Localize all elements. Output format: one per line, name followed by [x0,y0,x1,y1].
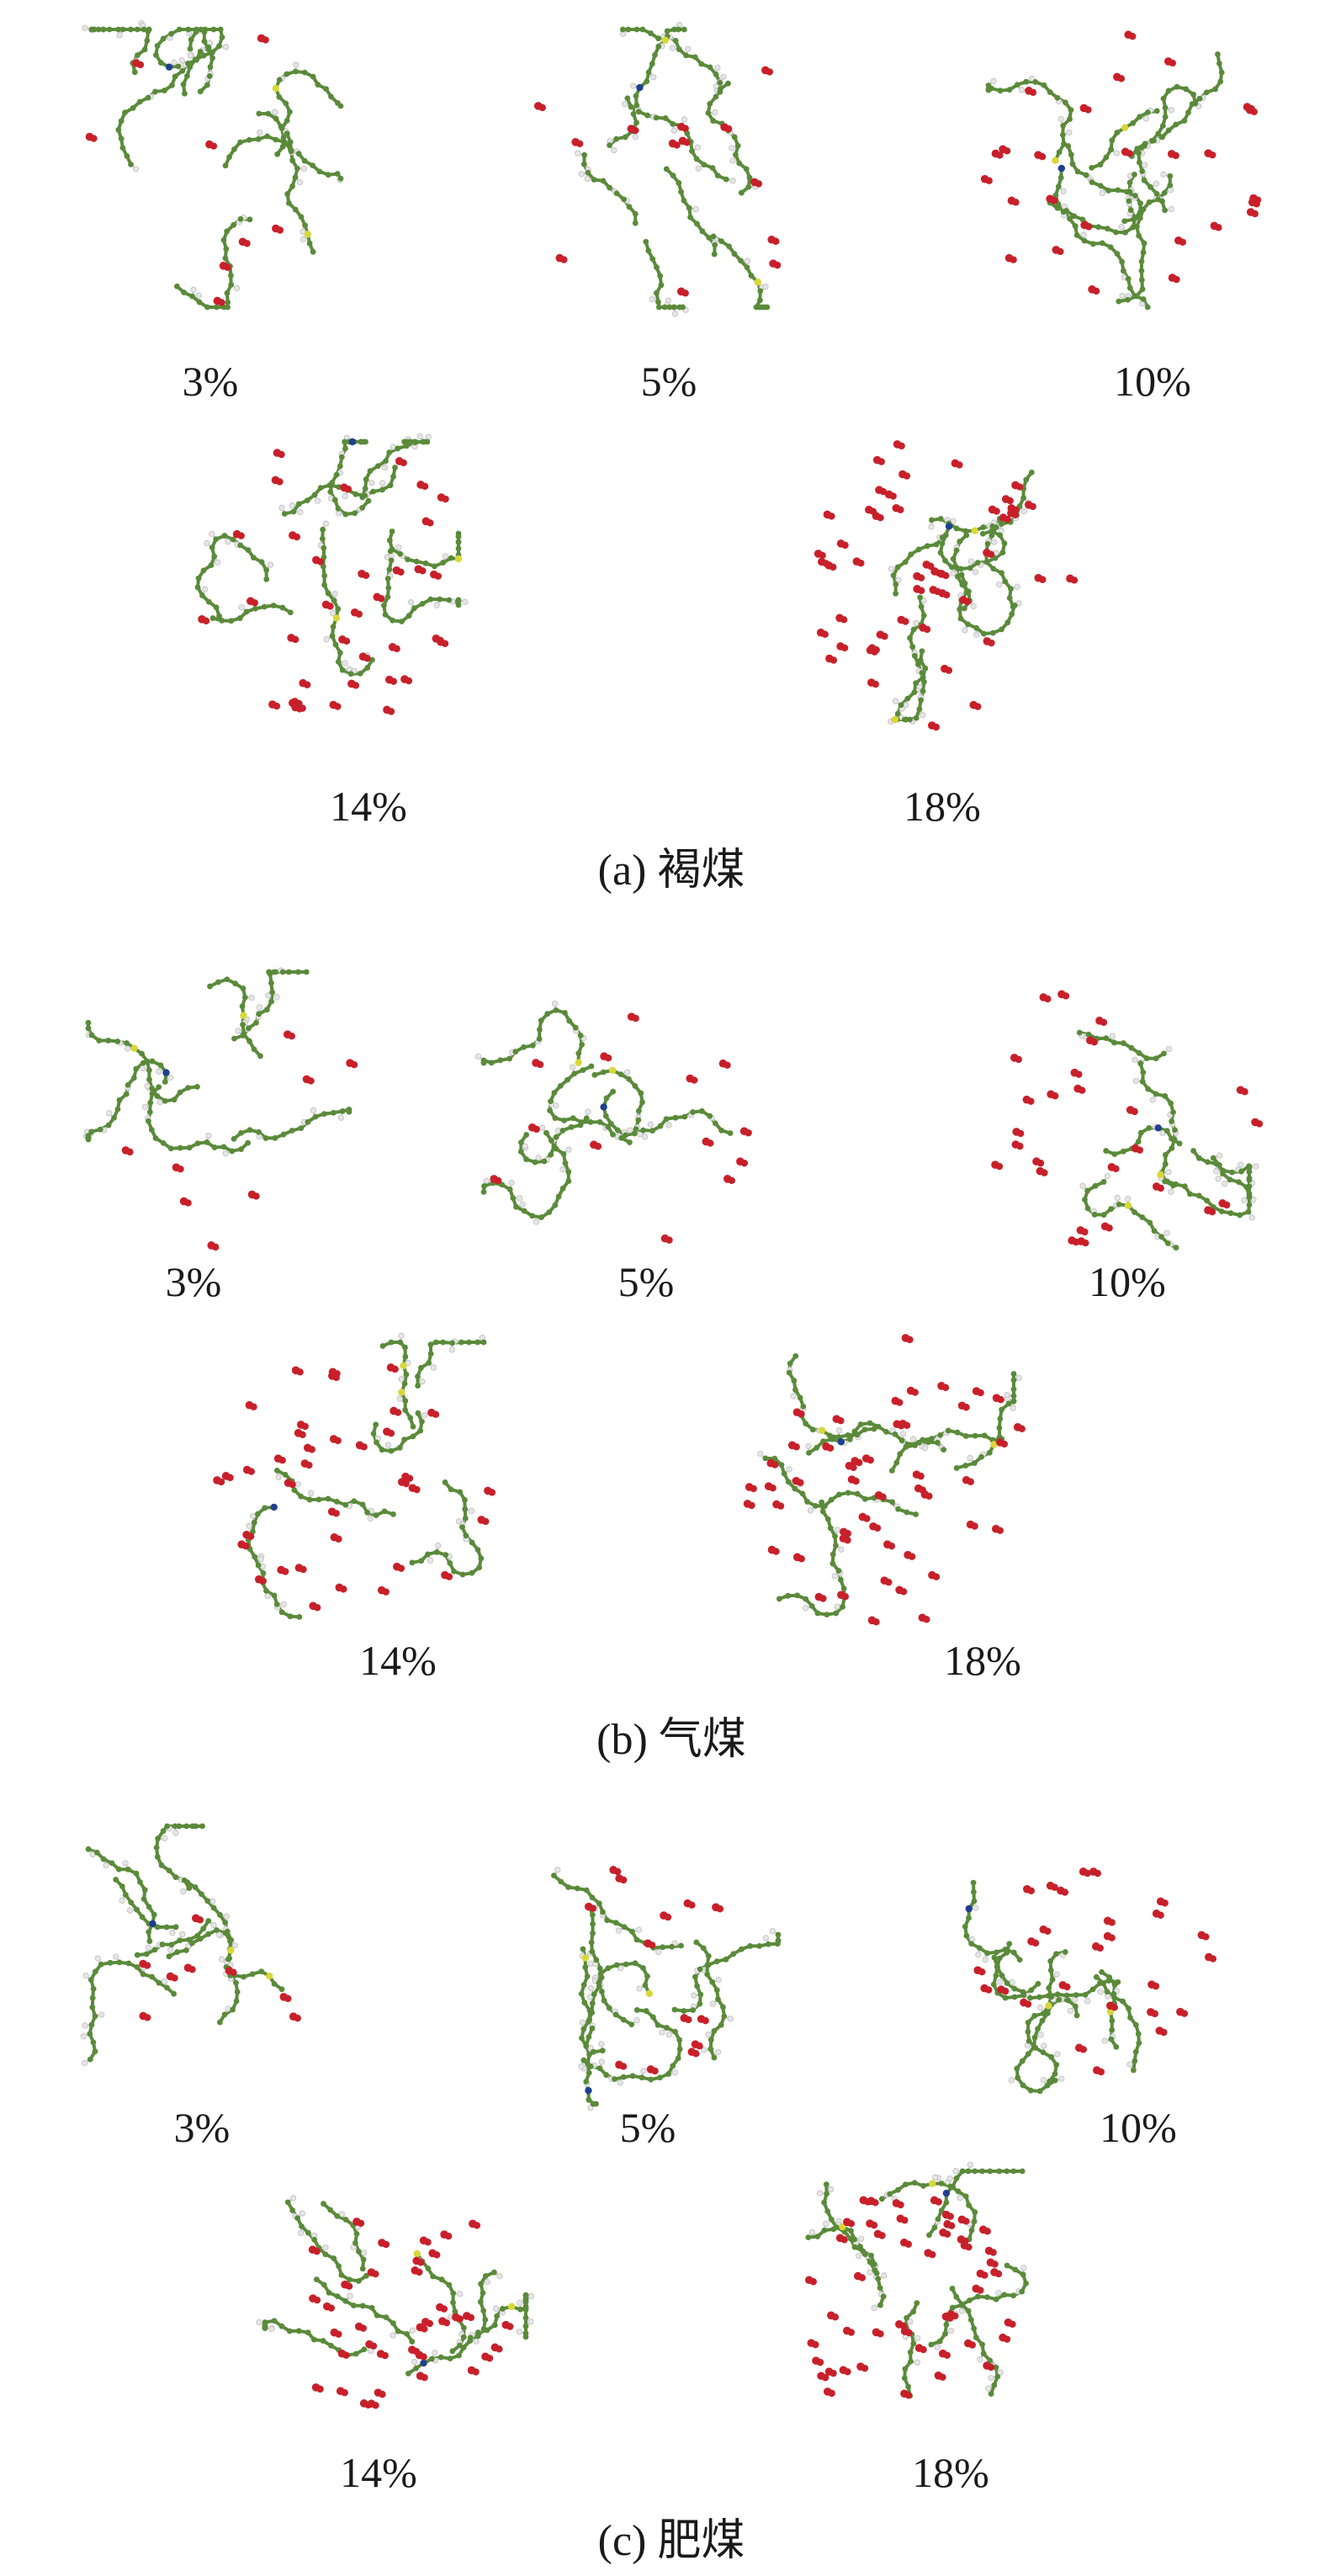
label-b-18: 18% [944,1637,1021,1684]
label-c-14: 14% [340,2449,417,2496]
molecule-b-18 [740,1330,1026,1633]
label-c-5: 5% [619,2104,676,2151]
label-b-14: 14% [359,1637,437,1684]
panel-b: 3% 5% 10% 14% 18% (b) 气煤 [0,926,1325,1767]
molecule-c-14 [252,2159,538,2462]
label-a-5: 5% [640,358,697,405]
molecule-a-10 [976,17,1262,320]
molecule-model-c-14 [256,2195,535,2409]
label-a-3: 3% [182,358,239,405]
molecule-model-c-10 [962,1867,1217,2095]
label-a-10: 10% [1114,358,1191,405]
molecule-a-5 [522,17,808,320]
caption-a: (a) 褐煤 [597,847,745,895]
molecule-a-3 [67,17,353,320]
molecule-a-14 [185,429,471,732]
molecule-model-b-18 [743,1334,1026,1626]
molecule-model-a-3 [82,20,344,311]
molecule-model-c-5 [551,1866,782,2111]
label-b-10: 10% [1089,1258,1166,1305]
molecule-model-b-14 [213,1332,496,1620]
panel-a: 3% 5% 10% 14% 18% (a) 褐煤 [0,0,1325,909]
caption-c: (c) 肥煤 [597,2517,745,2565]
label-a-14: 14% [330,783,407,830]
label-b-3: 3% [165,1258,222,1305]
molecule-model-a-18 [814,440,1079,731]
label-a-18: 18% [904,783,981,830]
molecule-c-3 [76,1814,362,2117]
molecule-model-a-14 [194,433,469,715]
molecule-c-18 [757,2159,1043,2462]
molecule-model-c-3 [80,1823,301,2067]
molecule-model-b-3 [82,967,358,1251]
caption-b: (b) 气煤 [596,1716,746,1764]
label-c-18: 18% [912,2449,989,2496]
label-c-10: 10% [1100,2104,1177,2151]
label-c-3: 3% [173,2104,231,2151]
molecule-model-a-10 [980,30,1262,311]
molecule-b-14 [210,1330,496,1633]
molecule-model-b-5 [474,1000,752,1244]
label-b-5: 5% [617,1258,675,1305]
panel-c: 3% 5% 10% 14% 18% (c) 肥煤 [0,1788,1325,2576]
molecule-b-10 [976,959,1264,1262]
molecule-c-5 [505,1814,791,2117]
molecule-model-c-18 [804,2161,1029,2399]
molecule-b-5 [471,959,757,1262]
molecule-model-a-5 [533,22,782,317]
molecule-b-3 [76,959,362,1262]
molecule-model-b-10 [991,990,1264,1251]
molecule-c-10 [951,1814,1237,2117]
molecule-a-18 [791,429,1079,732]
